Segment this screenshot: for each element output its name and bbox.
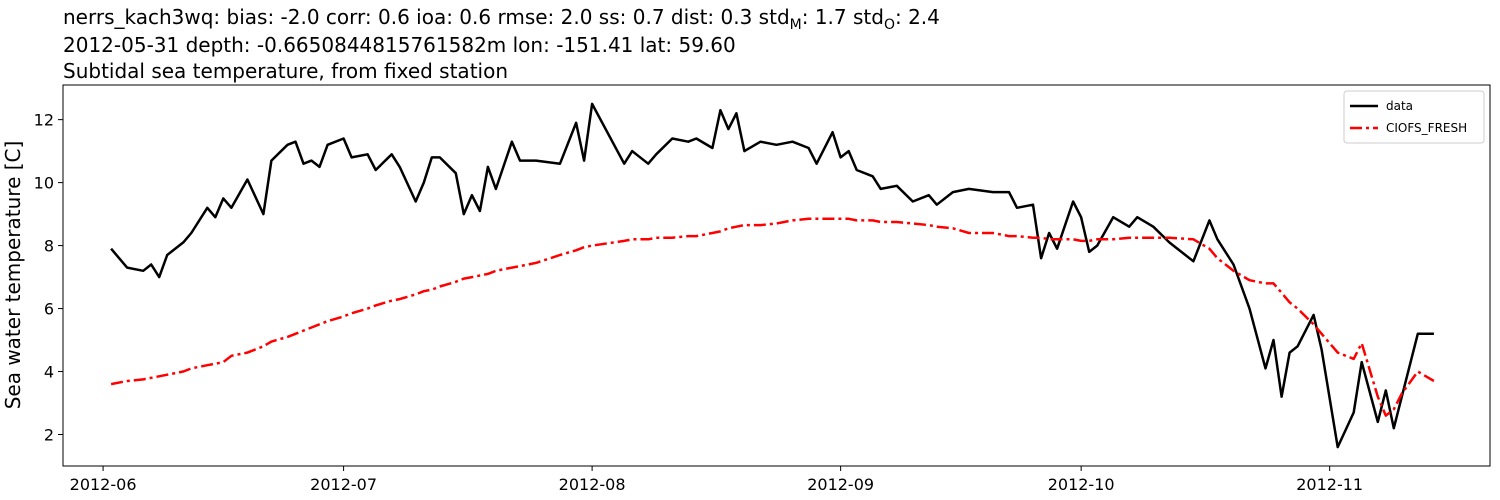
y-tick-label: 4 <box>44 363 54 382</box>
x-tick-label: 2012-06 <box>70 475 137 494</box>
x-tick-label: 2012-07 <box>310 475 377 494</box>
legend-label: data <box>1386 99 1413 113</box>
chart-subtitle: 2012-05-31 depth: -0.6650844815761582m l… <box>63 33 736 57</box>
chart-title: nerrs_kach3wq: bias: -2.0 corr: 0.6 ioa:… <box>63 5 940 33</box>
legend-label: CIOFS_FRESH <box>1386 121 1467 135</box>
y-tick-label: 6 <box>44 300 54 319</box>
y-tick-label: 12 <box>34 111 54 130</box>
y-tick-label: 10 <box>34 174 54 193</box>
chart-subtitle: Subtidal sea temperature, from fixed sta… <box>63 59 508 83</box>
x-tick-label: 2012-11 <box>1296 475 1363 494</box>
x-tick-label: 2012-10 <box>1048 475 1115 494</box>
series-line <box>110 217 1435 417</box>
x-tick-label: 2012-08 <box>559 475 626 494</box>
series-line <box>110 102 1434 449</box>
legend: data CIOFS_FRESH <box>1343 90 1485 144</box>
x-tick-label: 2012-09 <box>807 475 874 494</box>
y-tick-label: 8 <box>44 237 54 256</box>
legend-box <box>1343 90 1485 144</box>
y-tick-label: 2 <box>44 426 54 445</box>
y-axis-label: Sea water temperature [C] <box>1 141 25 410</box>
plot-frame <box>62 84 1491 467</box>
